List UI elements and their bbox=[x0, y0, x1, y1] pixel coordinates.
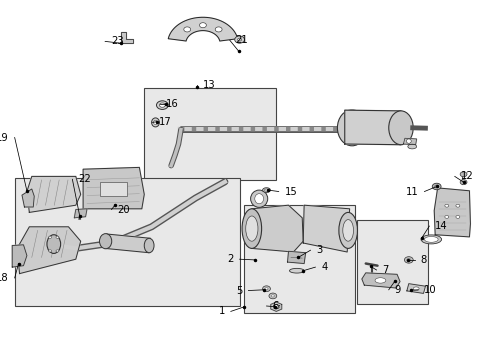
Text: 21: 21 bbox=[235, 35, 248, 45]
Ellipse shape bbox=[407, 144, 416, 149]
Text: 13: 13 bbox=[202, 80, 215, 90]
Bar bbox=[356, 220, 427, 304]
Polygon shape bbox=[168, 17, 237, 41]
Ellipse shape bbox=[289, 269, 304, 273]
Ellipse shape bbox=[151, 118, 159, 127]
Polygon shape bbox=[251, 205, 303, 252]
Ellipse shape bbox=[153, 120, 157, 125]
Circle shape bbox=[262, 286, 270, 292]
Polygon shape bbox=[270, 302, 281, 311]
Ellipse shape bbox=[406, 139, 410, 143]
Ellipse shape bbox=[337, 110, 366, 146]
Text: 19: 19 bbox=[0, 132, 9, 143]
Bar bbox=[144, 88, 276, 180]
Text: 8: 8 bbox=[420, 255, 426, 265]
Polygon shape bbox=[303, 205, 349, 252]
Circle shape bbox=[406, 258, 410, 261]
Bar bbox=[15, 178, 239, 306]
Ellipse shape bbox=[342, 220, 353, 241]
Polygon shape bbox=[403, 138, 416, 145]
Bar bbox=[100, 182, 127, 196]
Text: 2: 2 bbox=[227, 254, 233, 264]
Circle shape bbox=[56, 250, 59, 252]
Text: 22: 22 bbox=[78, 174, 91, 184]
Text: 14: 14 bbox=[434, 221, 447, 231]
Text: 7: 7 bbox=[382, 265, 388, 275]
Circle shape bbox=[444, 204, 448, 207]
Circle shape bbox=[459, 172, 466, 177]
Polygon shape bbox=[406, 284, 425, 293]
Ellipse shape bbox=[412, 287, 418, 291]
Polygon shape bbox=[12, 245, 27, 267]
Bar bbox=[244, 205, 354, 313]
Text: 11: 11 bbox=[405, 186, 418, 197]
Polygon shape bbox=[22, 189, 34, 207]
Polygon shape bbox=[433, 188, 469, 237]
Ellipse shape bbox=[100, 234, 111, 249]
Ellipse shape bbox=[420, 235, 441, 244]
Circle shape bbox=[404, 257, 412, 263]
Text: 4: 4 bbox=[321, 262, 327, 272]
Circle shape bbox=[434, 185, 438, 188]
Polygon shape bbox=[287, 251, 305, 264]
Text: 5: 5 bbox=[236, 285, 242, 296]
Ellipse shape bbox=[264, 189, 268, 191]
Text: 1: 1 bbox=[218, 306, 224, 316]
Circle shape bbox=[156, 101, 168, 109]
Text: 18: 18 bbox=[0, 273, 9, 283]
Polygon shape bbox=[83, 167, 144, 209]
Text: 16: 16 bbox=[165, 99, 178, 109]
Polygon shape bbox=[17, 227, 81, 274]
Text: 17: 17 bbox=[158, 117, 171, 127]
Circle shape bbox=[215, 27, 222, 32]
Ellipse shape bbox=[245, 216, 258, 241]
Circle shape bbox=[183, 27, 190, 32]
Circle shape bbox=[271, 295, 274, 297]
Circle shape bbox=[237, 38, 241, 41]
Ellipse shape bbox=[242, 209, 261, 248]
Text: 9: 9 bbox=[394, 285, 400, 295]
Ellipse shape bbox=[144, 238, 154, 253]
Polygon shape bbox=[361, 273, 399, 288]
Circle shape bbox=[455, 216, 459, 219]
Ellipse shape bbox=[254, 194, 263, 204]
Polygon shape bbox=[273, 304, 279, 309]
Text: 3: 3 bbox=[316, 245, 322, 255]
Ellipse shape bbox=[388, 111, 412, 145]
Text: 10: 10 bbox=[423, 285, 436, 295]
Ellipse shape bbox=[338, 212, 357, 248]
Circle shape bbox=[268, 293, 276, 299]
Ellipse shape bbox=[374, 278, 385, 283]
Polygon shape bbox=[27, 176, 81, 212]
Text: 20: 20 bbox=[117, 204, 130, 215]
Circle shape bbox=[431, 183, 440, 190]
Circle shape bbox=[199, 23, 206, 28]
Circle shape bbox=[49, 236, 52, 238]
Text: 12: 12 bbox=[460, 171, 472, 181]
Circle shape bbox=[459, 180, 466, 185]
Ellipse shape bbox=[424, 237, 437, 242]
Circle shape bbox=[48, 250, 51, 252]
Circle shape bbox=[444, 216, 448, 219]
Circle shape bbox=[234, 36, 244, 43]
Circle shape bbox=[264, 288, 267, 290]
Ellipse shape bbox=[262, 188, 270, 192]
Circle shape bbox=[159, 103, 165, 107]
Ellipse shape bbox=[250, 190, 267, 207]
Text: 6: 6 bbox=[272, 301, 278, 311]
Text: 23: 23 bbox=[111, 36, 123, 46]
Text: 15: 15 bbox=[284, 186, 297, 197]
Polygon shape bbox=[105, 234, 150, 253]
Polygon shape bbox=[344, 110, 400, 145]
Polygon shape bbox=[121, 32, 133, 43]
Ellipse shape bbox=[47, 235, 61, 253]
Circle shape bbox=[455, 204, 459, 207]
Polygon shape bbox=[74, 209, 87, 218]
Circle shape bbox=[56, 236, 59, 238]
